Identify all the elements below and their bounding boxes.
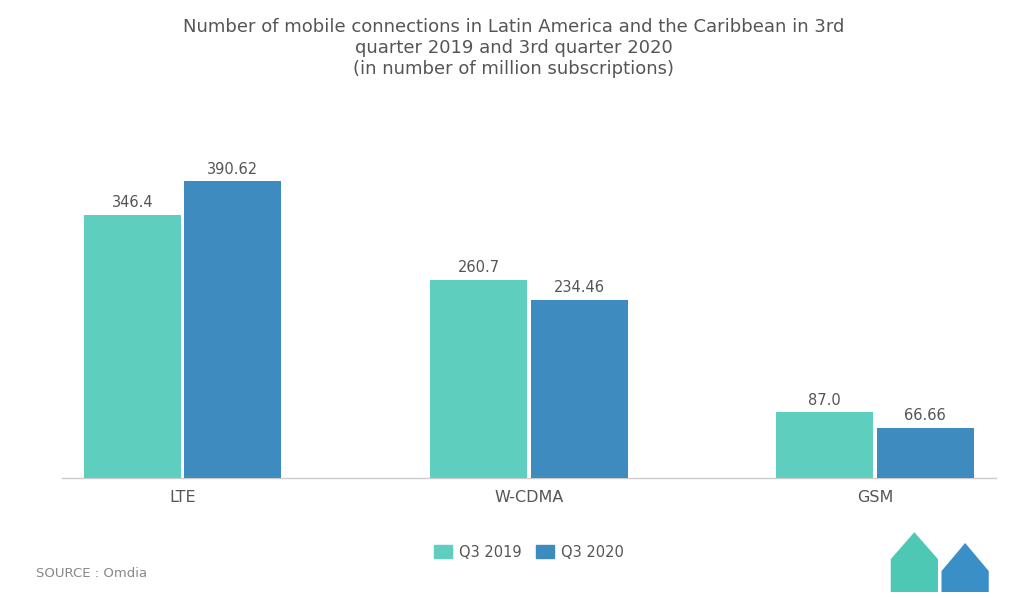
Bar xyxy=(531,300,627,478)
Bar xyxy=(776,412,873,478)
Legend: Q3 2019, Q3 2020: Q3 2019, Q3 2020 xyxy=(428,539,630,565)
Bar xyxy=(185,181,281,478)
Text: 346.4: 346.4 xyxy=(112,195,153,210)
Text: Number of mobile connections in Latin America and the Caribbean in 3rd
quarter 2: Number of mobile connections in Latin Am… xyxy=(183,18,844,78)
Text: 66.66: 66.66 xyxy=(905,408,946,423)
Text: SOURCE : Omdia: SOURCE : Omdia xyxy=(36,567,147,580)
Bar xyxy=(430,280,527,478)
Text: 87.0: 87.0 xyxy=(808,393,841,408)
Text: 234.46: 234.46 xyxy=(554,280,605,295)
Text: 260.7: 260.7 xyxy=(458,260,500,276)
Polygon shape xyxy=(942,543,989,592)
Bar xyxy=(877,428,974,478)
Polygon shape xyxy=(890,532,938,592)
Bar xyxy=(84,215,181,478)
Text: 390.62: 390.62 xyxy=(207,161,259,176)
